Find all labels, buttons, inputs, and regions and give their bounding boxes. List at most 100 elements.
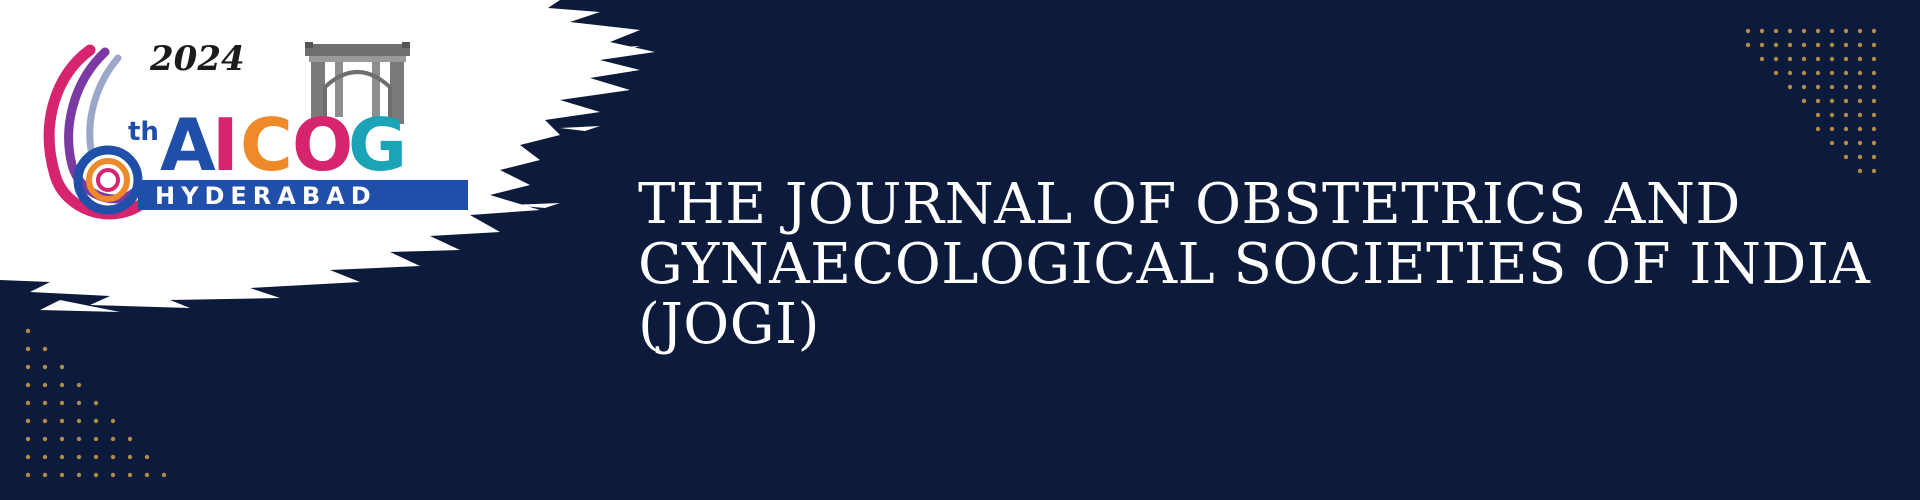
decorative-dot: [1871, 168, 1877, 174]
journal-title-line-1: THE JOURNAL OF OBSTETRICS AND: [638, 172, 1741, 237]
decorative-dot: [25, 364, 31, 370]
decorative-dot: [1843, 98, 1849, 104]
decorative-dot: [42, 346, 48, 352]
decorative-dot: [1773, 42, 1779, 48]
decorative-dot: [1843, 70, 1849, 76]
decorative-dot: [42, 418, 48, 424]
logo-letter-o: O: [292, 103, 353, 187]
decorative-dot: [42, 364, 48, 370]
decorative-dot: [1857, 168, 1863, 174]
decorative-dot: [1871, 98, 1877, 104]
decorative-dot: [1829, 140, 1835, 146]
decorative-dot: [76, 436, 82, 442]
decorative-dot: [42, 454, 48, 460]
decorative-dot: [1815, 84, 1821, 90]
decorative-dot: [76, 472, 82, 478]
decorative-dot: [1857, 112, 1863, 118]
decorative-dot: [1871, 112, 1877, 118]
decorative-dot: [1759, 28, 1765, 34]
decorative-dot: [59, 400, 65, 406]
decorative-dot: [1787, 56, 1793, 62]
decorative-dot: [1871, 84, 1877, 90]
decorative-dot: [1745, 28, 1751, 34]
decorative-dot: [1857, 126, 1863, 132]
decorative-dot: [127, 472, 133, 478]
decorative-dot: [1857, 28, 1863, 34]
decorative-dot: [1829, 56, 1835, 62]
decorative-dot: [1829, 112, 1835, 118]
city-banner: [138, 180, 468, 210]
decorative-dot: [76, 454, 82, 460]
decorative-dot: [1871, 126, 1877, 132]
decorative-dot: [93, 454, 99, 460]
decorative-dot: [1857, 42, 1863, 48]
decorative-dot: [1759, 42, 1765, 48]
decorative-dot: [1801, 56, 1807, 62]
decorative-dot: [59, 436, 65, 442]
decorative-dot: [93, 436, 99, 442]
logo-edition-sup: th: [128, 117, 159, 147]
decorative-dot: [59, 418, 65, 424]
decorative-dot: [1843, 84, 1849, 90]
decorative-dot: [59, 364, 65, 370]
decorative-dot: [1857, 140, 1863, 146]
decorative-dot: [1787, 84, 1793, 90]
decorative-dot: [1843, 140, 1849, 146]
decorative-dot: [127, 454, 133, 460]
logo-letter-a: A: [160, 103, 216, 187]
decorative-dot: [25, 346, 31, 352]
decorative-dot: [1801, 42, 1807, 48]
decorative-dot: [25, 472, 31, 478]
decorative-dot: [1745, 42, 1751, 48]
edition-number-swirl: [43, 44, 146, 220]
decorative-dot: [1843, 56, 1849, 62]
decorative-dot: [42, 436, 48, 442]
decorative-dot: [1843, 154, 1849, 160]
decorative-dot: [1815, 70, 1821, 76]
decorative-dot: [110, 418, 116, 424]
decorative-dot: [25, 382, 31, 388]
logo-city: HYDERABAD: [155, 182, 377, 210]
decorative-dot: [1829, 84, 1835, 90]
decorative-dot: [76, 418, 82, 424]
decorative-dot: [1871, 56, 1877, 62]
decorative-dot: [1801, 84, 1807, 90]
decorative-dot: [59, 382, 65, 388]
decorative-dot: [1773, 70, 1779, 76]
decorative-dot: [76, 382, 82, 388]
decorative-dot: [1843, 28, 1849, 34]
decorative-dot: [1871, 154, 1877, 160]
charminar-gate-icon: [305, 42, 410, 124]
dot-grid-top-right: [1745, 28, 1877, 174]
decorative-dot: [1843, 42, 1849, 48]
decorative-dot: [1773, 56, 1779, 62]
brush-stroke-shape: [0, 0, 655, 312]
decorative-dot: [25, 418, 31, 424]
decorative-dot: [1759, 56, 1765, 62]
decorative-dot: [25, 400, 31, 406]
decorative-dot: [42, 400, 48, 406]
decorative-dot: [127, 436, 133, 442]
decorative-dot: [1871, 28, 1877, 34]
decorative-dot: [1857, 70, 1863, 76]
decorative-dot: [1801, 28, 1807, 34]
decorative-dot: [1815, 56, 1821, 62]
decorative-dot: [110, 472, 116, 478]
dot-grid-bottom-left: [25, 328, 167, 478]
decorative-dot: [1829, 28, 1835, 34]
decorative-dot: [1801, 70, 1807, 76]
decorative-dot: [93, 472, 99, 478]
journal-title-line-3: (JOGI): [638, 292, 820, 357]
decorative-dot: [76, 400, 82, 406]
decorative-dot: [93, 418, 99, 424]
decorative-dot: [1871, 42, 1877, 48]
decorative-dot: [1801, 98, 1807, 104]
decorative-dot: [144, 454, 150, 460]
decorative-dot: [42, 472, 48, 478]
decorative-dot: [1829, 126, 1835, 132]
decorative-dot: [59, 472, 65, 478]
decorative-dot: [110, 454, 116, 460]
decorative-dot: [110, 436, 116, 442]
decorative-dot: [1857, 56, 1863, 62]
decorative-dot: [25, 328, 31, 334]
